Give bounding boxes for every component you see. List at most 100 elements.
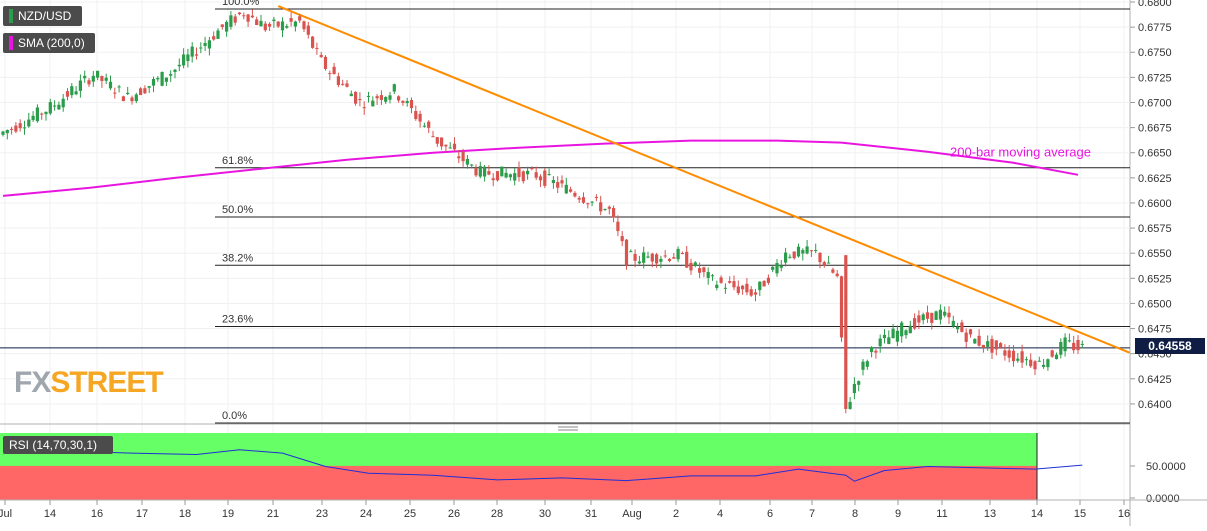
candle-body[interactable] bbox=[147, 86, 151, 88]
candle-body[interactable] bbox=[139, 88, 143, 96]
candle-body[interactable] bbox=[448, 147, 452, 149]
candle-body[interactable] bbox=[160, 72, 164, 86]
candle-body[interactable] bbox=[715, 284, 719, 289]
candle-body[interactable] bbox=[87, 80, 91, 85]
candle-body[interactable] bbox=[130, 97, 134, 102]
candle-body[interactable] bbox=[65, 91, 70, 97]
candle-body[interactable] bbox=[199, 47, 203, 49]
candle-body[interactable] bbox=[255, 19, 259, 25]
candle-body[interactable] bbox=[409, 100, 414, 109]
candle-body[interactable] bbox=[1037, 360, 1041, 362]
candle-body[interactable] bbox=[388, 95, 392, 100]
candle-body[interactable] bbox=[328, 73, 332, 75]
candle-body[interactable] bbox=[852, 383, 856, 394]
candle-body[interactable] bbox=[457, 156, 461, 159]
candle-body[interactable] bbox=[934, 311, 938, 320]
candle-body[interactable] bbox=[422, 125, 426, 127]
candle-body[interactable] bbox=[366, 95, 371, 97]
candle-body[interactable] bbox=[491, 178, 495, 181]
candle-body[interactable] bbox=[151, 79, 156, 86]
candle-body[interactable] bbox=[182, 54, 186, 66]
candle-body[interactable] bbox=[999, 343, 1003, 347]
candle-body[interactable] bbox=[465, 159, 469, 165]
candle-body[interactable] bbox=[719, 277, 723, 283]
candle-body[interactable] bbox=[538, 176, 543, 181]
candle-body[interactable] bbox=[827, 262, 831, 264]
sma-indicator-badge[interactable]: SMA (200,0) bbox=[3, 33, 95, 53]
candle-body[interactable] bbox=[83, 75, 87, 79]
candle-body[interactable] bbox=[762, 280, 766, 287]
candle-body[interactable] bbox=[882, 334, 887, 339]
candle-body[interactable] bbox=[311, 36, 315, 48]
candle-body[interactable] bbox=[921, 314, 925, 321]
candle-body[interactable] bbox=[285, 26, 289, 28]
candle-body[interactable] bbox=[513, 173, 517, 181]
candle-body[interactable] bbox=[728, 281, 732, 283]
candle-body[interactable] bbox=[612, 208, 616, 218]
candle-body[interactable] bbox=[1054, 354, 1059, 360]
candle-body[interactable] bbox=[994, 340, 998, 350]
resistance-trendline[interactable] bbox=[277, 5, 1130, 354]
candle-body[interactable] bbox=[319, 54, 323, 58]
candle-body[interactable] bbox=[620, 236, 624, 242]
candle-body[interactable] bbox=[268, 23, 272, 27]
candle-body[interactable] bbox=[70, 86, 74, 96]
candle-body[interactable] bbox=[379, 95, 383, 100]
candle-body[interactable] bbox=[48, 102, 52, 114]
candle-body[interactable] bbox=[736, 286, 740, 294]
candle-body[interactable] bbox=[169, 74, 173, 76]
candle-body[interactable] bbox=[220, 24, 224, 27]
candle-body[interactable] bbox=[1020, 351, 1024, 363]
candle-body[interactable] bbox=[689, 262, 693, 271]
candle-body[interactable] bbox=[698, 268, 702, 273]
candle-body[interactable] bbox=[375, 96, 379, 99]
candle-body[interactable] bbox=[1063, 337, 1067, 352]
candle-body[interactable] bbox=[259, 20, 263, 27]
candle-body[interactable] bbox=[341, 83, 345, 85]
candle-body[interactable] bbox=[676, 248, 680, 260]
candle-body[interactable] bbox=[616, 221, 620, 232]
sma-200-line[interactable] bbox=[2, 139, 1079, 197]
candle-body[interactable] bbox=[779, 265, 783, 268]
candle-body[interactable] bbox=[1042, 364, 1046, 367]
candle-body[interactable] bbox=[753, 292, 758, 295]
candle-body[interactable] bbox=[732, 281, 736, 288]
candle-body[interactable] bbox=[968, 329, 973, 335]
candle-body[interactable] bbox=[207, 40, 211, 49]
candle-body[interactable] bbox=[100, 76, 104, 81]
candle-body[interactable] bbox=[848, 401, 852, 409]
candle-body[interactable] bbox=[392, 84, 396, 92]
candle-body[interactable] bbox=[27, 119, 31, 127]
candle-body[interactable] bbox=[526, 170, 530, 175]
candle-body[interactable] bbox=[603, 208, 607, 210]
candle-body[interactable] bbox=[444, 144, 448, 147]
candle-body[interactable] bbox=[315, 47, 319, 49]
candle-body[interactable] bbox=[663, 255, 667, 257]
candle-body[interactable] bbox=[156, 77, 160, 80]
candle-body[interactable] bbox=[336, 76, 340, 85]
candle-body[interactable] bbox=[624, 239, 629, 266]
candle-body[interactable] bbox=[1003, 350, 1007, 356]
candle-body[interactable] bbox=[250, 15, 254, 18]
candle-body[interactable] bbox=[306, 25, 310, 35]
candle-body[interactable] bbox=[126, 92, 130, 95]
candle-body[interactable] bbox=[956, 326, 960, 330]
candle-body[interactable] bbox=[435, 137, 439, 144]
candle-body[interactable] bbox=[108, 81, 113, 89]
candle-body[interactable] bbox=[637, 261, 641, 264]
candle-body[interactable] bbox=[362, 107, 366, 109]
candle-body[interactable] bbox=[104, 77, 108, 81]
candle-body[interactable] bbox=[35, 107, 39, 122]
candle-body[interactable] bbox=[1059, 341, 1063, 355]
candle-body[interactable] bbox=[964, 332, 968, 342]
candle-body[interactable] bbox=[706, 272, 710, 278]
candle-body[interactable] bbox=[685, 251, 689, 268]
candle-body[interactable] bbox=[354, 91, 358, 104]
candle-body[interactable] bbox=[741, 285, 745, 290]
candle-body[interactable] bbox=[405, 101, 409, 104]
candle-body[interactable] bbox=[190, 46, 194, 57]
candle-body[interactable] bbox=[590, 201, 594, 203]
candle-body[interactable] bbox=[870, 347, 874, 353]
